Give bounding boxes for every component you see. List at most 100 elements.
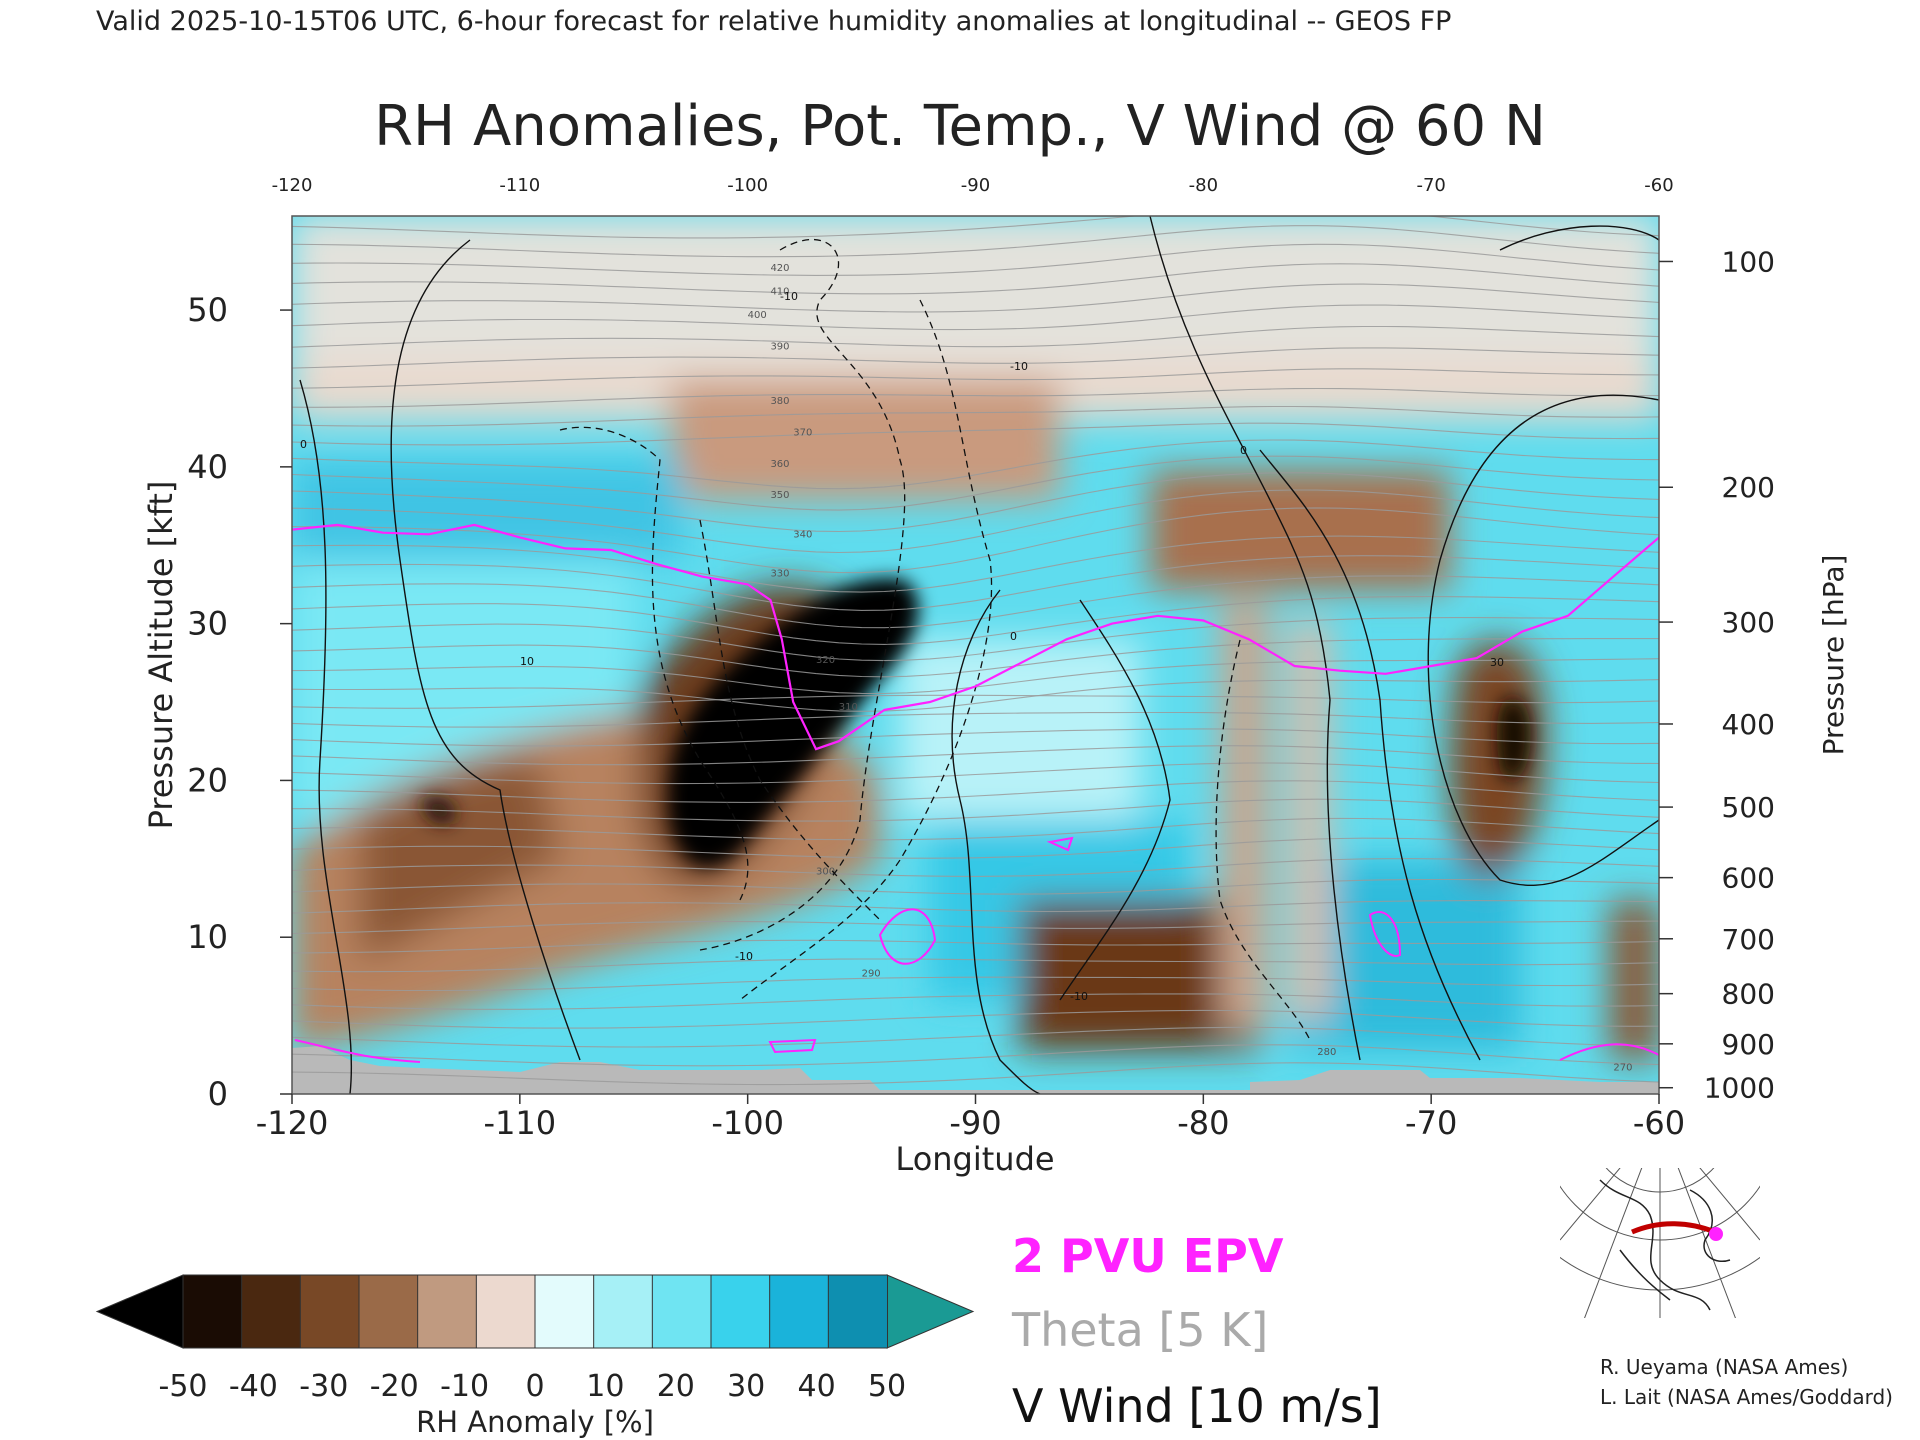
- y-axis-label-right: Pressure [hPa]: [1817, 555, 1850, 756]
- theta-contour: [292, 780, 1659, 803]
- theta-contour: [292, 489, 1659, 554]
- v-wind-label: -10: [780, 290, 798, 303]
- map-inset: [1560, 1168, 1760, 1318]
- theta-contour: [292, 325, 1659, 348]
- v-wind-label: -10: [1010, 360, 1028, 373]
- colorbar-swatch: [827, 1274, 889, 1349]
- v-wind-contour-solid: [1059, 599, 1171, 1001]
- x-tick-label: -80: [1177, 1104, 1229, 1142]
- credit-line-1: R. Ueyama (NASA Ames): [1600, 1355, 1848, 1379]
- v-wind-contour-solid: [1499, 225, 1659, 251]
- location-marker: [1709, 1227, 1723, 1241]
- colorbar-swatch: [299, 1274, 360, 1349]
- v-wind-contour-dashed: [559, 426, 749, 901]
- x-tick-label: -60: [1633, 1104, 1685, 1142]
- colorbar-under-arrow: [95, 1274, 184, 1349]
- theta-contour: [292, 595, 1659, 645]
- top-axis: -120 -110 -100 -90 -80 -70 -60: [272, 175, 1674, 196]
- theta-contour: [292, 243, 1659, 276]
- theta-contour: [292, 976, 1659, 992]
- top-x-tick-label: -70: [1416, 175, 1445, 196]
- credit-line-2: L. Lait (NASA Ames/Goddard): [1600, 1385, 1893, 1409]
- epv-line: [292, 523, 1659, 751]
- y-tick-label: 0: [208, 1075, 228, 1113]
- x-tick-label: -100: [711, 1104, 784, 1142]
- theta-label: 330: [770, 569, 789, 580]
- colorbar-tick-label: 30: [727, 1369, 765, 1404]
- epv-loop: [1559, 1043, 1659, 1061]
- colorbar-swatch: [182, 1274, 243, 1349]
- v-wind-contour-solid: [390, 239, 581, 1061]
- y-tick-label: 20: [187, 761, 228, 799]
- v-wind-label: 10: [520, 655, 534, 668]
- theta-contour: [292, 617, 1659, 662]
- theta-contour: [292, 817, 1659, 841]
- y-tick-label: 50: [187, 291, 228, 329]
- colorbar-tick-label: 40: [798, 1369, 836, 1404]
- theta-label: 410: [770, 286, 789, 297]
- theta-contour: [292, 1009, 1659, 1029]
- top-x-tick-label: -100: [727, 175, 768, 196]
- v-wind-label: -10: [735, 950, 753, 963]
- theta-label: 370: [793, 428, 812, 439]
- y-tick-label: 10: [187, 918, 228, 956]
- theta-contour: [292, 304, 1659, 331]
- top-x-tick-label: -120: [272, 175, 313, 196]
- plot-area: 4204104003903803703603503403303203103002…: [292, 216, 1659, 1094]
- pressure-tick-label: 600: [1722, 862, 1775, 895]
- theta-contour: [292, 439, 1659, 490]
- colorbar-tick-label: 20: [657, 1369, 695, 1404]
- theta-contour: [292, 507, 1659, 574]
- theta-contour: [292, 1044, 1659, 1067]
- pressure-tick-label: 800: [1722, 978, 1775, 1011]
- theta-label: 320: [816, 655, 835, 666]
- theta-label: 350: [770, 490, 789, 501]
- theta-contour: [292, 837, 1659, 859]
- top-x-tick-label: -80: [1189, 175, 1218, 196]
- colorbar-tick-label: -20: [370, 1369, 419, 1404]
- theta-contour: [292, 762, 1659, 785]
- colorbar-swatch: [241, 1274, 302, 1349]
- theta-contour: [292, 1026, 1659, 1048]
- colorbar-swatch: [593, 1274, 654, 1349]
- theta-contour: [292, 878, 1659, 895]
- pressure-tick-label: 400: [1722, 708, 1775, 741]
- colorbar-tick-label: -40: [229, 1369, 278, 1404]
- v-wind-contour-solid: [1259, 449, 1481, 1061]
- v-wind-contour-solid: [1149, 216, 1361, 1061]
- theta-contour: [292, 368, 1659, 389]
- theta-contour: [292, 405, 1659, 427]
- v-wind-label: -10: [1070, 990, 1088, 1003]
- colorbar-tick-label: 10: [586, 1369, 624, 1404]
- theta-label: 290: [862, 968, 881, 979]
- colorbar-swatch: [417, 1274, 478, 1349]
- theta-contour: [292, 993, 1659, 1010]
- x-tick-label: -120: [256, 1104, 329, 1142]
- theta-contour: [292, 347, 1659, 369]
- valid-time-header: Valid 2025-10-15T06 UTC, 6-hour forecast…: [96, 6, 1451, 37]
- theta-contour: [292, 455, 1659, 511]
- colorbar-swatch: [534, 1274, 595, 1349]
- theta-contour: [292, 745, 1659, 766]
- pressure-tick-label: 1000: [1704, 1072, 1775, 1105]
- colorbar-tick-label: -50: [159, 1369, 208, 1404]
- theta-contour: [292, 263, 1659, 295]
- theta-contour: [292, 728, 1659, 747]
- epv-loop: [1368, 910, 1402, 957]
- colorbar-tick-label: 0: [525, 1369, 544, 1404]
- theta-contour: [292, 798, 1659, 822]
- pressure-tick-label: 100: [1722, 245, 1775, 278]
- theta-contour: [292, 679, 1659, 712]
- colorbar-label: RH Anomaly [%]: [416, 1405, 654, 1439]
- theta-contour: [292, 387, 1659, 408]
- theta-label: 380: [770, 396, 789, 407]
- theta-contour: [292, 472, 1659, 533]
- theta-label: 270: [1613, 1062, 1632, 1073]
- v-wind-label: 0: [1240, 444, 1247, 457]
- x-axis-label: Longitude: [895, 1140, 1054, 1178]
- x-tick-label: -90: [949, 1104, 1001, 1142]
- theta-label: 310: [839, 702, 858, 713]
- theta-label: 360: [770, 459, 789, 470]
- colorbar-swatch: [475, 1274, 536, 1349]
